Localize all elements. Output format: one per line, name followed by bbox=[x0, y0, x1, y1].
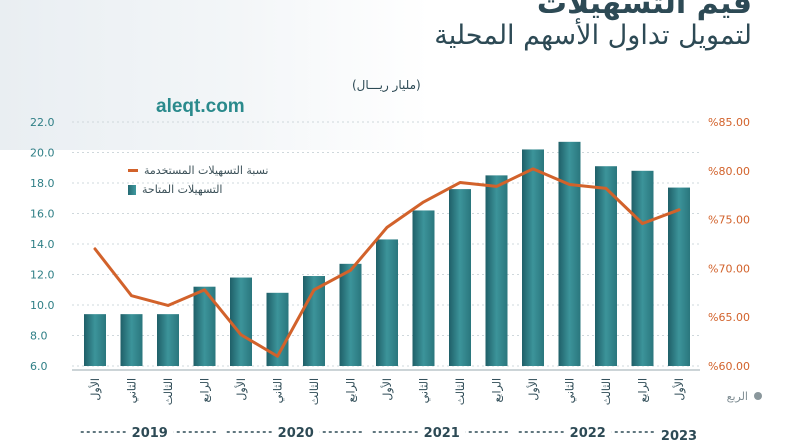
bar bbox=[558, 141, 581, 366]
legend-bar-swatch bbox=[128, 184, 136, 195]
quarter-label: الثالث bbox=[454, 378, 467, 405]
bar bbox=[412, 210, 435, 366]
unit-label: (مليار ريـــال) bbox=[352, 78, 421, 92]
year-label: 2021 bbox=[424, 426, 460, 441]
brand-logo-text[interactable]: aleqt.com bbox=[156, 96, 245, 117]
chart-title-line1: قيم التسهيلات bbox=[536, 0, 752, 21]
left-axis-tick-label: 20.0 bbox=[30, 147, 55, 160]
right-axis-tick-label: %80.00 bbox=[708, 165, 750, 178]
right-axis-tick-label: %65.00 bbox=[708, 311, 750, 324]
quarter-label: الثاني bbox=[126, 378, 139, 403]
left-axis-tick-label: 6.0 bbox=[30, 360, 48, 373]
left-axis-tick-label: 14.0 bbox=[30, 238, 55, 251]
quarter-label: الأول bbox=[88, 378, 102, 401]
quarter-label: الثالث bbox=[600, 378, 613, 405]
bar bbox=[84, 314, 106, 366]
quarter-label: الأول bbox=[672, 378, 686, 401]
chart-title-line2: لتمويل تداول الأسهم المحلية bbox=[434, 20, 752, 51]
bar bbox=[339, 263, 362, 366]
x-axis-title-marker bbox=[754, 392, 762, 400]
bar bbox=[120, 314, 143, 366]
quarter-label: الرابع bbox=[345, 378, 358, 402]
legend-item-line: نسبة التسهيلات المستخدمة bbox=[128, 164, 278, 177]
left-axis-tick-label: 12.0 bbox=[30, 269, 55, 282]
bar bbox=[376, 239, 398, 366]
left-axis-tick-label: 8.0 bbox=[30, 330, 48, 343]
year-label-bg bbox=[417, 424, 466, 440]
legend: نسبة التسهيلات المستخدمة التسهيلات المتا… bbox=[128, 164, 278, 202]
bar bbox=[485, 175, 508, 366]
quarter-label: الثالث bbox=[308, 378, 321, 405]
quarter-label: الثاني bbox=[272, 378, 285, 403]
left-axis-tick-label: 18.0 bbox=[30, 177, 55, 190]
quarter-label: الثاني bbox=[564, 378, 577, 403]
quarter-label: الثالث bbox=[162, 378, 175, 405]
quarter-label: الأول bbox=[234, 378, 248, 401]
quarter-label: الأول bbox=[380, 378, 394, 401]
year-label-bg bbox=[563, 424, 612, 440]
left-axis-tick-label: 10.0 bbox=[30, 299, 55, 312]
bar bbox=[230, 277, 252, 366]
bar bbox=[449, 189, 471, 366]
x-axis-title: الربع bbox=[727, 390, 748, 403]
legend-line-swatch bbox=[128, 169, 138, 172]
quarter-label: الثاني bbox=[418, 378, 431, 403]
left-axis-tick-label: 22.0 bbox=[30, 116, 55, 129]
right-axis-tick-label: %85.00 bbox=[708, 116, 750, 129]
left-axis-tick-label: 16.0 bbox=[30, 208, 55, 221]
year-label-bg bbox=[271, 424, 320, 440]
right-axis-tick-label: %60.00 bbox=[708, 360, 750, 373]
quarter-label: الرابع bbox=[199, 378, 212, 402]
year-label: 2019 bbox=[132, 426, 168, 441]
quarter-label: الرابع bbox=[637, 378, 650, 402]
header-background bbox=[0, 0, 430, 150]
year-label: 2022 bbox=[570, 426, 606, 441]
bar bbox=[668, 187, 690, 366]
quarter-label: الأول bbox=[526, 378, 540, 401]
bar bbox=[522, 149, 544, 366]
right-axis-tick-label: %70.00 bbox=[708, 262, 750, 275]
legend-item-bar: التسهيلات المتاحة bbox=[128, 183, 278, 196]
right-axis-tick-label: %75.00 bbox=[708, 214, 750, 227]
bar bbox=[631, 170, 654, 366]
year-label-bg bbox=[125, 424, 174, 440]
legend-line-label: نسبة التسهيلات المستخدمة bbox=[144, 164, 269, 177]
bar bbox=[193, 286, 216, 366]
year-label: 2020 bbox=[278, 426, 314, 441]
legend-bar-label: التسهيلات المتاحة bbox=[142, 183, 223, 196]
quarter-label: الرابع bbox=[491, 378, 504, 402]
bar bbox=[157, 314, 179, 366]
bar bbox=[595, 166, 617, 366]
year-label: 2023 bbox=[661, 429, 697, 444]
